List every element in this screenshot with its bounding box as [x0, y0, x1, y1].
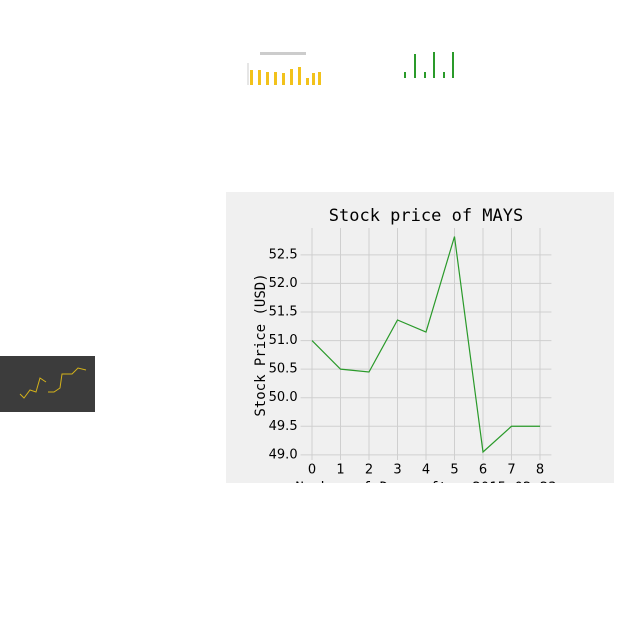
- y-tick-label: 50.0: [269, 390, 298, 405]
- x-tick-label: 2: [365, 463, 373, 478]
- y-tick-label: 50.5: [269, 362, 298, 377]
- x-tick-label: 4: [422, 463, 430, 478]
- thumbnail-dots: [404, 52, 454, 78]
- y-axis-label: Stock Price (USD): [253, 273, 269, 416]
- thumbnail-bars: [250, 67, 321, 85]
- thumbnail-bg: [394, 44, 460, 84]
- x-tick-label: 7: [507, 463, 515, 478]
- x-tick-label: 5: [450, 463, 458, 478]
- y-tick-label: 52.0: [269, 276, 298, 291]
- y-tick-label: 51.0: [269, 333, 298, 348]
- y-tick-label: 49.0: [269, 447, 298, 462]
- thumbnail-dot-chart[interactable]: [394, 44, 460, 84]
- chart-title: Stock price of MAYS: [329, 206, 523, 226]
- thumbnail-dark-chart[interactable]: [0, 356, 95, 412]
- chart-bg: [226, 192, 614, 483]
- thumbnail-title: [260, 52, 306, 55]
- line-series: [311, 236, 540, 454]
- x-tick-label: 1: [336, 463, 344, 478]
- thumbnail-bg: [0, 356, 95, 412]
- x-tick-label: 0: [308, 463, 316, 478]
- x-tick-label: 3: [393, 463, 401, 478]
- y-tick-label: 52.5: [269, 247, 298, 262]
- x-axis-label: Number of Days after 2015-02-23: [295, 480, 556, 483]
- chart: Stock price of MAYS Stock Price (USD) Nu…: [226, 192, 614, 483]
- thumbnail-line: [48, 367, 87, 393]
- y-tick-label: 51.5: [269, 305, 298, 320]
- y-tick-label: 49.5: [269, 419, 298, 434]
- x-tick-label: 8: [536, 463, 544, 478]
- x-tick-label: 6: [479, 463, 487, 478]
- thumbnail-bar-chart[interactable]: [240, 48, 326, 104]
- thumbnail-line: [19, 377, 47, 399]
